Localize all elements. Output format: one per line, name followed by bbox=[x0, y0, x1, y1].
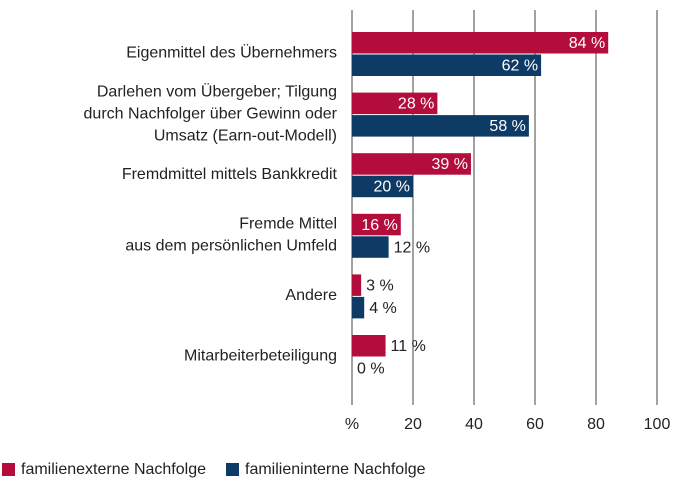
bar bbox=[352, 274, 362, 296]
legend-label: familieninterne Nachfolge bbox=[245, 461, 426, 478]
value-label: 84 % bbox=[569, 35, 605, 52]
value-label: 20 % bbox=[374, 179, 410, 196]
x-tick-label: 100 bbox=[644, 416, 671, 433]
value-label: 0 % bbox=[357, 360, 385, 377]
bar bbox=[352, 175, 413, 198]
x-tick-label: % bbox=[345, 416, 359, 433]
bar bbox=[352, 115, 529, 137]
category-label: durch Nachfolger über Gewinn oder bbox=[84, 105, 338, 122]
x-tick-label: 80 bbox=[587, 416, 605, 433]
category-label: Mitarbeiterbeteiligung bbox=[184, 348, 337, 365]
bar bbox=[352, 213, 401, 236]
value-label: 39 % bbox=[431, 156, 467, 173]
bar bbox=[352, 54, 542, 76]
category-label: aus dem persönlichen Umfeld bbox=[125, 238, 337, 255]
value-label: 4 % bbox=[369, 300, 397, 317]
value-label: 58 % bbox=[489, 118, 525, 135]
value-label: 16 % bbox=[361, 217, 397, 234]
value-label: 3 % bbox=[366, 277, 394, 294]
bar bbox=[352, 335, 386, 357]
category-label: Fremdmittel mittels Bankkredit bbox=[122, 166, 338, 183]
category-label: Eigenmittel des Übernehmers bbox=[126, 44, 337, 62]
category-label: Umsatz (Earn-out-Modell) bbox=[154, 127, 337, 144]
legend-swatch bbox=[226, 463, 239, 476]
x-tick-label: 60 bbox=[526, 416, 544, 433]
value-label: 11 % bbox=[391, 338, 426, 355]
x-tick-label: 20 bbox=[404, 416, 422, 433]
category-label: Darlehen vom Übergeber; Tilgung bbox=[97, 82, 337, 100]
bar bbox=[352, 32, 609, 54]
bar bbox=[352, 153, 471, 175]
legend-label: familienexterne Nachfolge bbox=[21, 461, 206, 478]
legend-swatch bbox=[2, 463, 15, 476]
category-label: Andere bbox=[285, 287, 337, 304]
bar bbox=[352, 296, 365, 319]
category-label: Fremde Mittel bbox=[239, 216, 337, 233]
value-label: 62 % bbox=[502, 57, 538, 74]
bar bbox=[352, 92, 438, 115]
bar bbox=[352, 236, 389, 258]
value-label: 12 % bbox=[394, 239, 430, 256]
value-label: 28 % bbox=[398, 96, 434, 113]
x-tick-label: 40 bbox=[465, 416, 483, 433]
